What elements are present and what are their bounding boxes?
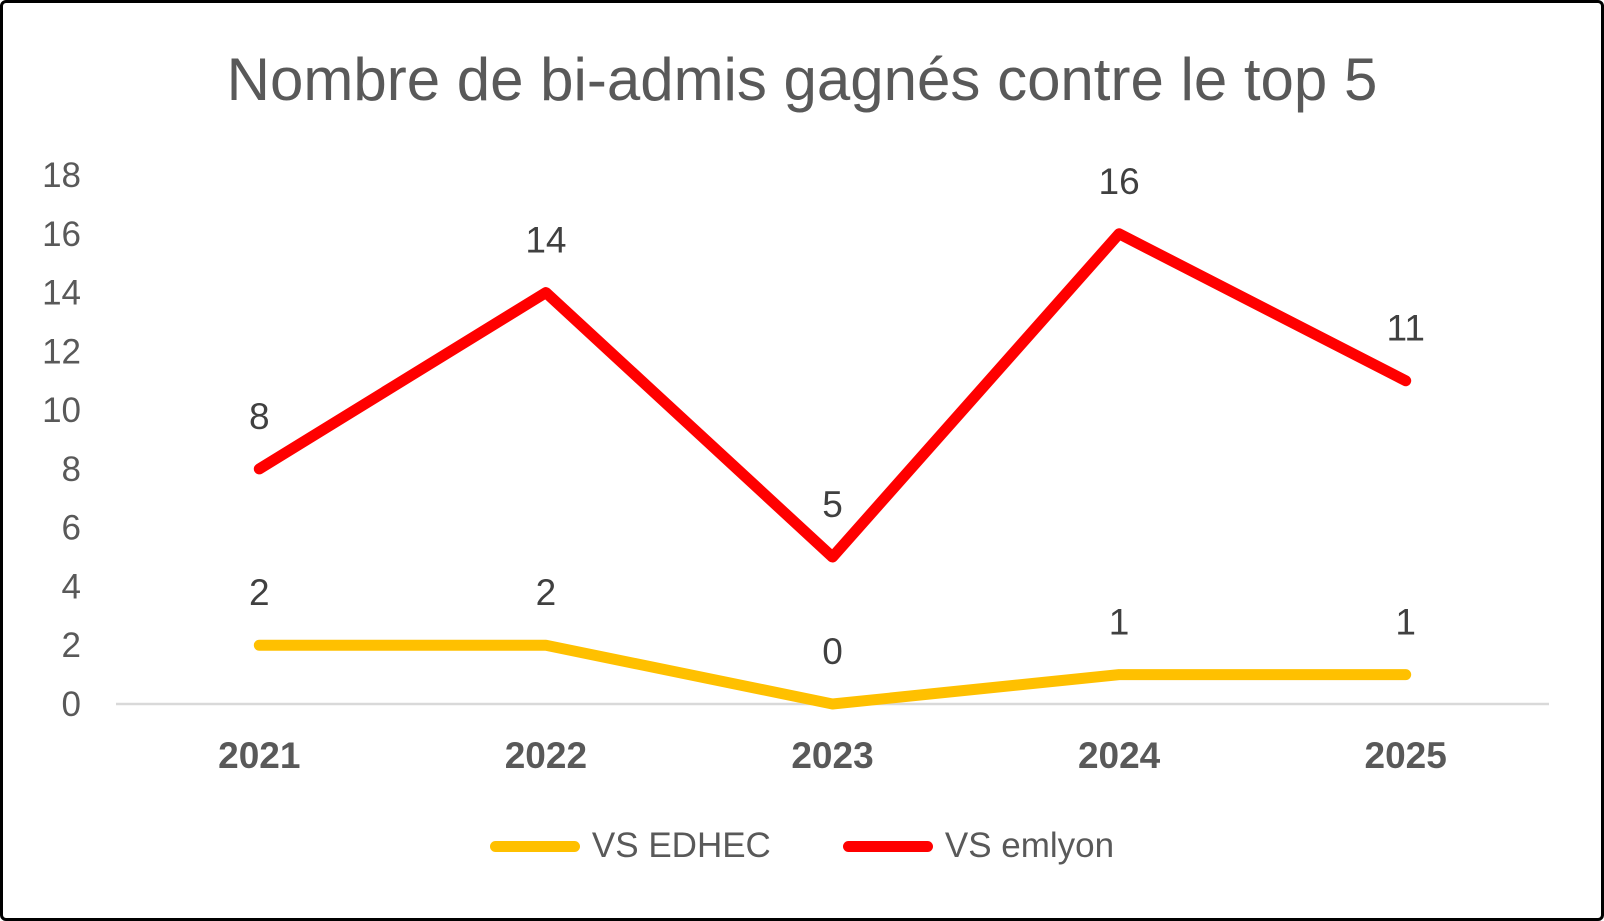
series-line-vs-edhec <box>253 639 1412 710</box>
data-label-vs-edhec: 2 <box>536 572 557 613</box>
y-axis-tick-label: 14 <box>42 274 81 313</box>
legend-item: VS EDHEC <box>489 825 771 867</box>
chart-legend: VS EDHEC VS emlyon <box>3 825 1601 867</box>
data-label-vs-emlyon: 5 <box>822 484 843 525</box>
data-label-vs-emlyon: 11 <box>1386 308 1424 349</box>
y-axis-tick-label: 8 <box>62 450 81 489</box>
chart-title: Nombre de bi-admis gagnés contre le top … <box>226 46 1378 113</box>
x-axis-category-label: 2025 <box>1365 735 1447 776</box>
y-axis-tick-label: 16 <box>42 215 81 254</box>
x-axis-category-label: 2021 <box>218 735 300 776</box>
legend-swatch-line <box>489 840 580 852</box>
y-axis-tick-label: 18 <box>42 156 81 195</box>
data-label-vs-edhec: 1 <box>1109 602 1130 643</box>
x-axis-category-label: 2022 <box>505 735 587 776</box>
data-label-vs-emlyon: 8 <box>249 396 270 437</box>
data-label-vs-emlyon: 14 <box>525 220 566 261</box>
y-axis-tick-label: 12 <box>42 332 81 371</box>
y-axis-tick-label: 0 <box>62 685 81 724</box>
y-axis-tick-label: 10 <box>42 391 81 430</box>
legend-label: VS emlyon <box>944 826 1115 865</box>
legend-label: VS EDHEC <box>591 826 771 865</box>
data-label-vs-edhec: 0 <box>822 631 843 672</box>
data-label-vs-edhec: 2 <box>249 572 270 613</box>
x-axis-category-label: 2024 <box>1078 735 1161 776</box>
legend-item: VS emlyon <box>842 825 1115 867</box>
data-label-vs-emlyon: 16 <box>1099 161 1140 202</box>
x-axis-category-label: 2023 <box>791 735 873 776</box>
y-axis-tick-label: 6 <box>62 509 81 548</box>
data-label-vs-edhec: 1 <box>1395 602 1416 643</box>
y-axis-tick-label: 4 <box>62 567 81 606</box>
series-line-vs-emlyon <box>253 228 1412 563</box>
y-axis-tick-label: 2 <box>62 626 81 665</box>
legend-swatch-line <box>842 840 933 852</box>
